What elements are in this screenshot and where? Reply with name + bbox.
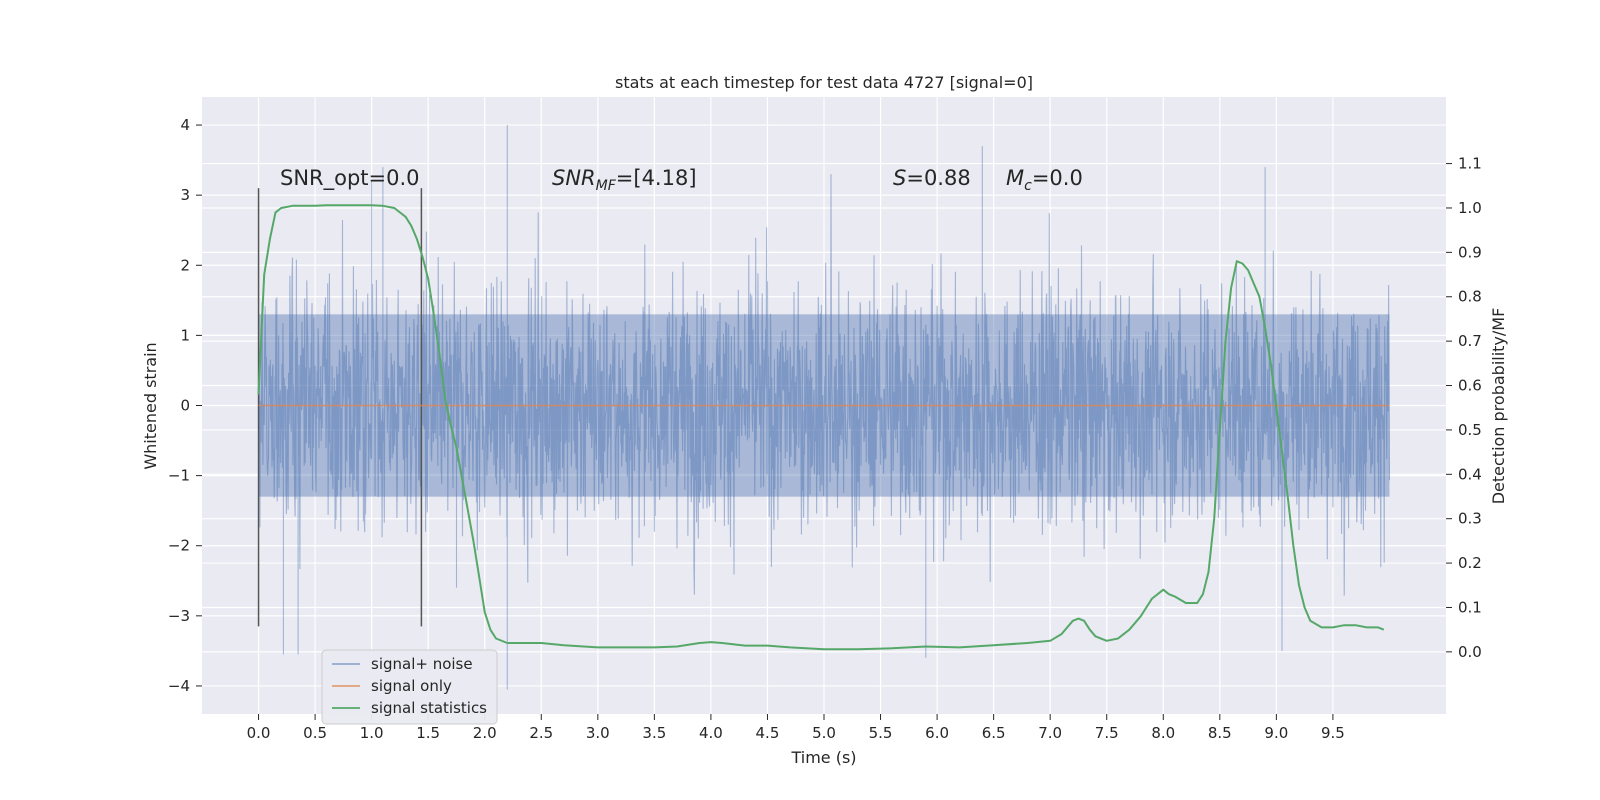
y2-tick-label: 1.0: [1458, 199, 1482, 217]
x-tick-label: 4.0: [699, 724, 723, 742]
annotation-mc-base: M: [1006, 166, 1024, 190]
x-tick-label: 7.0: [1038, 724, 1062, 742]
y-tick-label: −4: [168, 677, 190, 695]
annotation-mc-sub: c: [1024, 178, 1032, 194]
y-tick-label: 4: [180, 116, 190, 134]
annotation-snr-mf: SNRMF=[4.18]: [552, 166, 697, 194]
annotation-mc-value: =0.0: [1032, 166, 1083, 190]
x-tick-label: 2.5: [529, 724, 553, 742]
signal-statistics-line: [257, 204, 1385, 651]
y2-tick-label: 0.7: [1458, 332, 1482, 350]
y-tick-label: 0: [180, 397, 190, 415]
marker-lines: [257, 188, 423, 627]
y-tick-label: 2: [180, 256, 190, 274]
y2-tick-label: 0.8: [1458, 288, 1482, 306]
y2-axis-label: Detection probability/MF: [1489, 308, 1508, 505]
x-tick-label: 9.0: [1264, 724, 1288, 742]
x-tick-label: 7.5: [1095, 724, 1119, 742]
x-tick-label: 3.0: [586, 724, 610, 742]
annotation-s-label: S: [893, 166, 906, 190]
y-tick-label: 1: [180, 326, 190, 344]
x-axis: 0.0 0.5 1.0 1.5 2.0 2.5 3.0 3.5 4.0 4.5 5.0 5.5 6.0 6…: [247, 714, 1345, 742]
x-tick-label: 6.5: [982, 724, 1006, 742]
annotation-snr-opt: SNR_opt=0.0: [280, 166, 420, 191]
y-tick-label: −3: [168, 607, 190, 625]
legend-box: [321, 649, 498, 725]
annotation-mc: Mc=0.0: [1006, 166, 1083, 194]
y2-tick-label: 0.3: [1458, 510, 1482, 528]
x-tick-label: 4.5: [756, 724, 780, 742]
x-tick-label: 5.0: [812, 724, 836, 742]
y2-tick-label: 0.5: [1458, 421, 1482, 439]
annotation-snr-mf-sub: MF: [596, 178, 617, 194]
y-tick-label: −2: [168, 537, 190, 555]
x-tick-label: 0.0: [247, 724, 271, 742]
y2-tick-label: 1.1: [1458, 155, 1482, 173]
y-tick-label: 3: [180, 186, 190, 204]
annotation-s-value: =0.88: [906, 166, 970, 190]
y2-tick-label: 0.6: [1458, 377, 1482, 395]
y2-tick-label: 0.9: [1458, 243, 1482, 261]
y-tick-label: −1: [168, 467, 190, 485]
x-tick-label: 1.5: [416, 724, 440, 742]
x-tick-label: 8.5: [1208, 724, 1232, 742]
y-axis-label: Whitened strain: [141, 342, 160, 469]
annotation-snr-mf-base: SNR: [552, 166, 596, 190]
x-tick-label: 0.5: [303, 724, 327, 742]
y2-tick-label: 0.4: [1458, 465, 1482, 483]
y-axis-right: 1.1 1.0 0.9 0.8 0.7 0.6 0.5 0.4 0.3 0.2 0.1 0.0: [1446, 155, 1482, 661]
legend-label-signal-noise: signal+ noise: [371, 655, 473, 673]
x-tick-label: 2.0: [473, 724, 497, 742]
y2-tick-label: 0.1: [1458, 598, 1482, 616]
chart-title: stats at each timestep for test data 472…: [615, 73, 1033, 92]
x-tick-label: 1.0: [360, 724, 384, 742]
annotation-snr-mf-value: =[4.18]: [616, 166, 697, 190]
x-tick-label: 8.0: [1151, 724, 1175, 742]
y2-tick-label: 0.0: [1458, 643, 1482, 661]
x-tick-label: 6.0: [925, 724, 949, 742]
x-tick-label: 3.5: [642, 724, 666, 742]
x-tick-label: 9.5: [1321, 724, 1345, 742]
signal-noise-trace: [257, 125, 1391, 690]
legend-label-signal-statistics: signal statistics: [371, 699, 487, 717]
x-axis-label: Time (s): [790, 748, 856, 767]
annotation-s: S=0.88: [893, 166, 971, 190]
legend: signal+ noise signal only signal statist…: [321, 649, 498, 725]
y2-tick-label: 0.2: [1458, 554, 1482, 572]
y-axis-left: 4 3 2 1 0 −1 −2 −3 −4: [168, 116, 202, 695]
series-signal-statistics: [257, 204, 1385, 651]
legend-label-signal-only: signal only: [371, 677, 452, 695]
x-tick-label: 5.5: [869, 724, 893, 742]
